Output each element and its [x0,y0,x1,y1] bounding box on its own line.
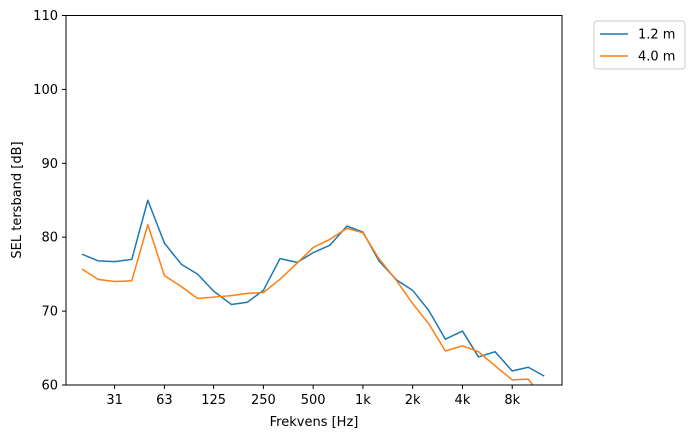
plot-frame [65,15,563,386]
series-line-4-0-m [81,223,534,385]
y-tick-label-60: 60 [41,379,58,394]
x-tick-label-2k: 2k [405,393,421,408]
x-tick-label-500: 500 [301,393,326,408]
y-axis-label: SEL tersband [dB] [10,141,25,258]
x-axis-label: Frekvens [Hz] [270,415,359,430]
series-layer [81,199,545,385]
y-tick-label-80: 80 [41,231,58,246]
x-tick-label-125: 125 [201,393,226,408]
y-tick-label-70: 70 [41,305,58,320]
x-tick-label-4k: 4k [455,393,471,408]
y-tick-label-100: 100 [33,83,58,98]
legend-frame [593,20,686,70]
x-axis: 31 63 125 250 500 1k 2k 4k 8k [106,385,521,408]
x-tick-label-8k: 8k [504,393,520,408]
x-tick-label-1k: 1k [355,393,371,408]
x-tick-label-63: 63 [156,393,173,408]
legend-label-4-0-m: 4.0 m [638,50,675,65]
y-axis: 60 70 80 90 100 110 [33,9,66,394]
series-line-1-2-m [81,199,545,377]
x-tick-label-250: 250 [251,393,276,408]
x-tick-label-31: 31 [106,393,123,408]
y-tick-label-90: 90 [41,157,58,172]
legend: 1.2 m 4.0 m [593,20,686,70]
y-tick-label-110: 110 [33,9,58,24]
legend-label-1-2-m: 1.2 m [638,28,675,43]
